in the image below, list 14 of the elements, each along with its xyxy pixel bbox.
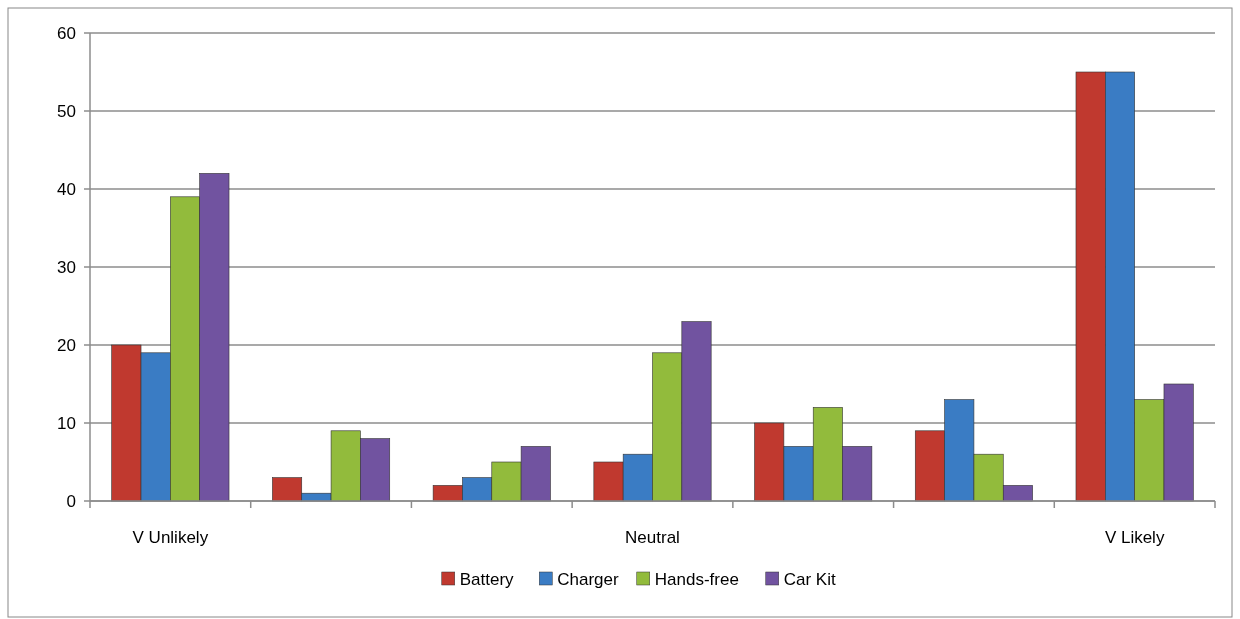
y-tick-label: 30 [57,257,76,277]
y-tick-label: 0 [66,491,76,511]
y-tick-label: 20 [57,335,76,355]
x-tick-label: V Likely [1104,528,1165,547]
y-tick-label: 50 [57,101,76,121]
y-tick-label: 40 [57,179,76,199]
legend-label: Hands-free [654,569,739,589]
x-tick-label: V Unlikely [132,528,209,547]
legend-label: Battery [459,569,515,589]
x-tick-label: Neutral [625,528,680,547]
y-tick-label: 10 [57,413,76,433]
y-tick-label: 60 [57,23,76,43]
legend-label: Charger [557,569,620,589]
legend-label: Car Kit [783,569,836,589]
